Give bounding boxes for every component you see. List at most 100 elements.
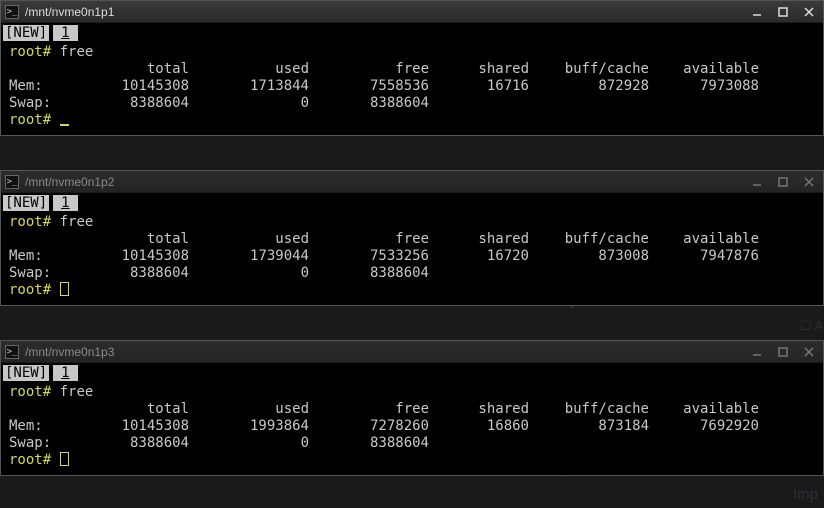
- mem-shared: 16860: [429, 418, 529, 435]
- col-total: total: [69, 231, 189, 248]
- prompt-line: root# free: [9, 214, 819, 231]
- mem-label: Mem:: [9, 78, 69, 95]
- mem-buff: 873008: [529, 248, 649, 265]
- close-button[interactable]: [799, 344, 819, 360]
- col-used: used: [189, 61, 309, 78]
- swap-free: 8388604: [309, 435, 429, 452]
- new-tab-tag[interactable]: [NEW]: [3, 25, 49, 41]
- mem-total: 10145308: [69, 248, 189, 265]
- header-row: totalusedfreesharedbuff/cacheavailable: [9, 401, 819, 418]
- col-available: available: [649, 61, 759, 78]
- tab-number[interactable]: 1: [53, 25, 77, 41]
- col-used: used: [189, 401, 309, 418]
- col-shared: shared: [429, 401, 529, 418]
- col-available: available: [649, 231, 759, 248]
- titlebar[interactable]: >_ /mnt/nvme0n1p1: [1, 1, 823, 23]
- col-used: used: [189, 231, 309, 248]
- swap-used: 0: [189, 95, 309, 112]
- prompt-user: root: [9, 112, 43, 128]
- mem-row: Mem:101453081739044753325616720873008794…: [9, 248, 819, 265]
- new-tab-tag[interactable]: [NEW]: [3, 195, 49, 211]
- prompt-hash: #: [43, 384, 51, 400]
- minimize-button[interactable]: [747, 344, 767, 360]
- cursor: [60, 282, 69, 296]
- maximize-button[interactable]: [773, 344, 793, 360]
- col-buff: buff/cache: [529, 61, 649, 78]
- minimize-button[interactable]: [747, 4, 767, 20]
- mem-row: Mem:101453081713844755853616716872928797…: [9, 78, 819, 95]
- tab-bar: [NEW] 1: [1, 193, 823, 213]
- tab-number[interactable]: 1: [53, 195, 77, 211]
- command-text: free: [60, 44, 94, 60]
- swap-total: 8388604: [69, 435, 189, 452]
- mem-buff: 872928: [529, 78, 649, 95]
- new-tab-tag[interactable]: [NEW]: [3, 365, 49, 381]
- mem-total: 10145308: [69, 78, 189, 95]
- mem-label: Mem:: [9, 248, 69, 265]
- terminal-icon: >_: [5, 5, 19, 19]
- prompt-line-blank: root#: [9, 282, 819, 299]
- tab-bar: [NEW] 1: [1, 23, 823, 43]
- prompt-user: root: [9, 452, 43, 468]
- mem-used: 1993864: [189, 418, 309, 435]
- prompt-line: root# free: [9, 384, 819, 401]
- prompt-line: root# free: [9, 44, 819, 61]
- minimize-button[interactable]: [747, 174, 767, 190]
- col-shared: shared: [429, 231, 529, 248]
- mem-used: 1713844: [189, 78, 309, 95]
- prompt-line-blank: root#: [9, 452, 819, 469]
- header-row: totalusedfreesharedbuff/cacheavailable: [9, 61, 819, 78]
- close-button[interactable]: [799, 174, 819, 190]
- col-shared: shared: [429, 61, 529, 78]
- window-title: /mnt/nvme0n1p1: [25, 5, 741, 19]
- mem-total: 10145308: [69, 418, 189, 435]
- terminal-output[interactable]: root# freetotalusedfreesharedbuff/cachea…: [1, 213, 823, 305]
- mem-available: 7947876: [649, 248, 759, 265]
- prompt-user: root: [9, 44, 43, 60]
- swap-free: 8388604: [309, 95, 429, 112]
- col-available: available: [649, 401, 759, 418]
- close-button[interactable]: [799, 4, 819, 20]
- mem-shared: 16716: [429, 78, 529, 95]
- mem-shared: 16720: [429, 248, 529, 265]
- tab-number[interactable]: 1: [53, 365, 77, 381]
- window-title: /mnt/nvme0n1p3: [25, 345, 741, 359]
- prompt-hash: #: [43, 44, 51, 60]
- tab-bar: [NEW] 1: [1, 363, 823, 383]
- col-buff: buff/cache: [529, 231, 649, 248]
- mem-available: 7692920: [649, 418, 759, 435]
- swap-row: Swap:838860408388604: [9, 265, 819, 282]
- terminal-output[interactable]: root# freetotalusedfreesharedbuff/cachea…: [1, 383, 823, 475]
- prompt-hash: #: [43, 112, 51, 128]
- terminal-icon: >_: [5, 175, 19, 189]
- terminal-output[interactable]: root# freetotalusedfreesharedbuff/cachea…: [1, 43, 823, 135]
- prompt-hash: #: [43, 214, 51, 230]
- titlebar[interactable]: >_ /mnt/nvme0n1p3: [1, 341, 823, 363]
- cursor: [60, 112, 69, 126]
- bg-imp2: Imp: [793, 486, 818, 503]
- mem-row: Mem:101453081993864727826016860873184769…: [9, 418, 819, 435]
- col-free: free: [309, 61, 429, 78]
- cursor: [60, 452, 69, 466]
- terminal-window[interactable]: >_/mnt/nvme0n1p2[NEW] 1root# freetotalus…: [0, 170, 824, 306]
- col-total: total: [69, 61, 189, 78]
- maximize-button[interactable]: [773, 174, 793, 190]
- swap-used: 0: [189, 435, 309, 452]
- swap-row: Swap:838860408388604: [9, 435, 819, 452]
- maximize-button[interactable]: [773, 4, 793, 20]
- desktop: ▦Cause ← ◉ Firefox about:preferen ⚙ Gene…: [0, 0, 824, 508]
- terminal-icon: >_: [5, 345, 19, 359]
- col-free: free: [309, 231, 429, 248]
- mem-buff: 873184: [529, 418, 649, 435]
- prompt-hash: #: [43, 452, 51, 468]
- col-total: total: [69, 401, 189, 418]
- swap-used: 0: [189, 265, 309, 282]
- terminal-window[interactable]: >_/mnt/nvme0n1p3[NEW] 1root# freetotalus…: [0, 340, 824, 476]
- mem-label: Mem:: [9, 418, 69, 435]
- col-free: free: [309, 401, 429, 418]
- prompt-user: root: [9, 282, 43, 298]
- prompt-line-blank: root#: [9, 112, 819, 129]
- terminal-window[interactable]: >_/mnt/nvme0n1p1[NEW] 1root# freetotalus…: [0, 0, 824, 136]
- prompt-user: root: [9, 214, 43, 230]
- titlebar[interactable]: >_/mnt/nvme0n1p2: [1, 171, 823, 193]
